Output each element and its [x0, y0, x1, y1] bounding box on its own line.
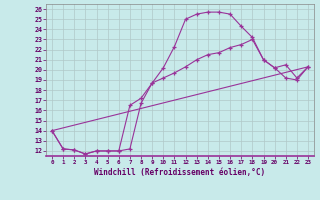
X-axis label: Windchill (Refroidissement éolien,°C): Windchill (Refroidissement éolien,°C): [94, 168, 266, 177]
